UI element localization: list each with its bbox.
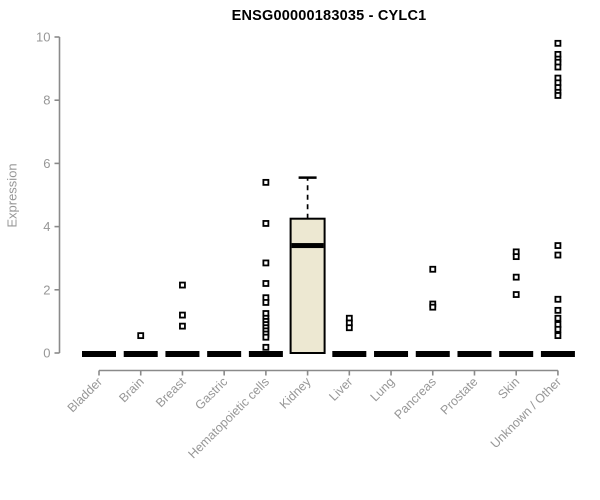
boxplot-median — [291, 243, 324, 249]
outlier-point — [554, 325, 562, 333]
outlier-point — [262, 178, 270, 186]
y-tick-label: 4 — [43, 219, 50, 234]
outlier-point — [262, 259, 270, 267]
y-tick-label: 0 — [43, 346, 50, 361]
outlier-point — [429, 303, 437, 311]
flat-boxplot-7 — [374, 351, 409, 357]
outlier-point — [179, 322, 186, 330]
outlier-point — [554, 63, 562, 71]
outlier-point — [179, 311, 186, 319]
y-tick-label: 6 — [43, 156, 50, 171]
outlier-point — [554, 92, 562, 99]
flat-boxplot-1 — [123, 351, 158, 357]
outlier-point — [262, 333, 270, 341]
outlier-point — [179, 281, 186, 289]
x-tick-label: Prostate — [438, 375, 481, 418]
flat-boxplot-3 — [207, 351, 242, 357]
outlier-point — [554, 332, 562, 340]
x-tick-label: Skin — [495, 375, 522, 402]
outlier-point — [512, 291, 520, 298]
boxplot-box — [289, 217, 326, 354]
x-tick-label: Bladder — [65, 375, 105, 415]
outlier-point — [262, 220, 270, 227]
flat-boxplot-6 — [332, 351, 367, 357]
flat-boxplot-9 — [457, 351, 492, 357]
flat-boxplot-10 — [499, 351, 534, 357]
outlier-point — [554, 306, 562, 314]
outlier-point — [137, 332, 145, 340]
y-tick-label: 2 — [43, 282, 50, 297]
x-tick-label: Kidney — [277, 374, 314, 411]
flat-boxplot-0 — [82, 351, 116, 357]
x-tick-label: Liver — [326, 375, 355, 404]
x-tick-label: Unknown / Other — [488, 375, 564, 451]
flat-boxplot-11 — [540, 351, 575, 357]
outlier-point — [512, 273, 520, 281]
outlier-point — [554, 251, 562, 259]
outlier-point — [262, 299, 270, 306]
chart-title: ENSG00000183035 - CYLC1 — [231, 8, 427, 24]
outlier-point — [345, 324, 353, 332]
outlier-point — [554, 242, 562, 249]
flat-boxplot-4 — [248, 351, 283, 357]
x-tick-label: Breast — [153, 374, 189, 410]
outlier-point — [429, 265, 437, 273]
x-tick-label: Pancreas — [392, 375, 439, 422]
outlier-point — [554, 39, 562, 47]
y-tick-label: 8 — [43, 93, 50, 108]
x-tick-label: Brain — [116, 375, 147, 406]
x-tick-label: Gastric — [192, 375, 230, 413]
outlier-point — [512, 253, 520, 261]
outlier-point — [554, 295, 562, 303]
outlier-point — [262, 343, 270, 351]
x-tick-label: Lung — [368, 375, 398, 405]
flat-boxplot-8 — [415, 351, 450, 357]
y-tick-label: 10 — [36, 30, 50, 45]
outlier-point — [554, 314, 562, 322]
x-tick-label: Hematopoietic cells — [185, 375, 272, 462]
flat-boxplot-2 — [165, 351, 200, 357]
outlier-point — [262, 280, 270, 287]
